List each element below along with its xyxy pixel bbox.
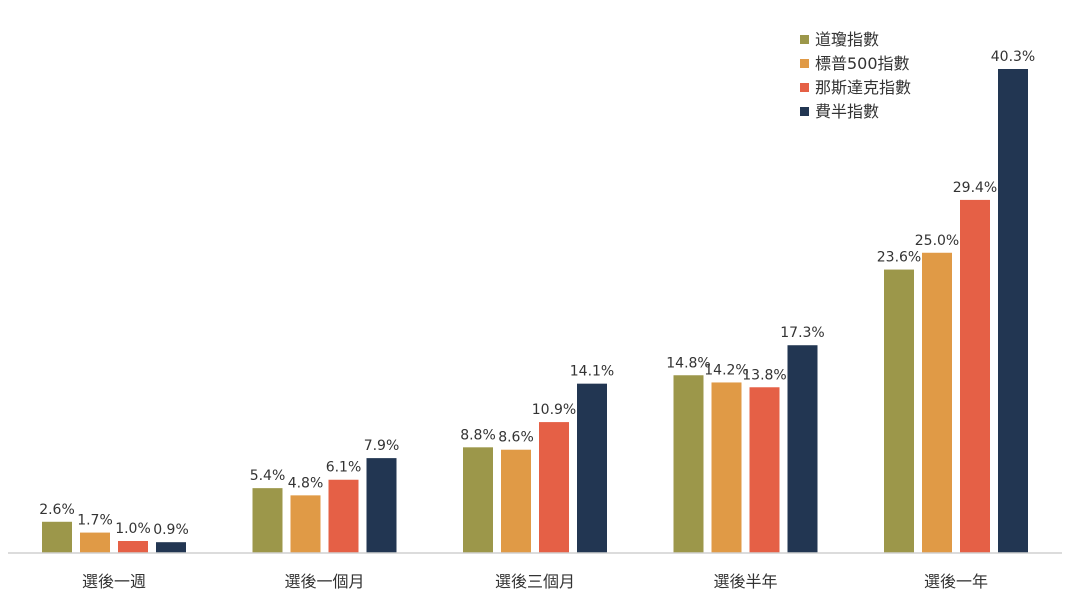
bar-2-series-3: [328, 479, 359, 553]
category-label-4: 選後半年: [713, 572, 777, 591]
data-label-3-series-2: 8.6%: [498, 430, 534, 446]
bar-2-series-1: [252, 488, 283, 553]
category-labels-group: 選後一週 選後一個月 選後三個月 選後半年 選後一年: [82, 572, 988, 591]
data-label-4-series-3: 13.8%: [742, 367, 786, 383]
data-label-3-series-3: 10.9%: [532, 402, 576, 418]
bars-group: [42, 69, 1028, 553]
bar-5-series-4: [998, 69, 1028, 553]
bar-1-series-1: [42, 521, 72, 553]
category-label-2: 選後一個月: [284, 572, 364, 591]
bar-3-series-4: [577, 383, 607, 553]
data-label-4-series-4: 17.3%: [780, 325, 824, 341]
legend-label-3: 那斯達克指數: [815, 78, 911, 97]
data-label-2-series-3: 6.1%: [326, 460, 362, 476]
bar-4-series-1: [673, 375, 704, 553]
bar-4-series-3: [749, 387, 780, 553]
data-label-2-series-4: 7.9%: [364, 438, 400, 454]
data-label-5-series-3: 29.4%: [953, 180, 997, 196]
legend-swatch-2: [800, 59, 809, 68]
bar-5-series-2: [922, 252, 952, 553]
data-label-1-series-1: 2.6%: [39, 502, 75, 518]
legend-label-4: 費半指數: [815, 102, 879, 121]
data-label-2-series-2: 4.8%: [288, 475, 324, 491]
bar-3-series-3: [539, 422, 569, 553]
data-label-5-series-2: 25.0%: [915, 233, 959, 249]
legend-swatch-4: [800, 107, 809, 116]
bar-1-series-4: [156, 542, 186, 553]
data-label-4-series-1: 14.8%: [666, 355, 710, 371]
legend-swatch-3: [800, 83, 809, 92]
data-label-2-series-1: 5.4%: [250, 468, 286, 484]
bar-3-series-2: [501, 449, 531, 553]
data-label-5-series-1: 23.6%: [877, 250, 921, 266]
category-label-3: 選後三個月: [495, 572, 575, 591]
bar-5-series-1: [884, 269, 914, 553]
data-label-1-series-3: 1.0%: [115, 521, 151, 537]
bar-3-series-1: [463, 447, 493, 553]
data-label-3-series-4: 14.1%: [570, 364, 614, 380]
bar-4-series-2: [711, 382, 742, 553]
data-label-5-series-4: 40.3%: [991, 49, 1035, 65]
category-label-5: 選後一年: [924, 572, 988, 591]
bar-5-series-3: [960, 199, 990, 553]
data-label-3-series-1: 8.8%: [460, 427, 496, 443]
legend-label-1: 道瓊指數: [815, 30, 879, 49]
value-labels-group: 2.6%1.7%1.0% 0.9% 5.4% 4.8%6.1%7.9% 8.8% 8.6%…: [39, 49, 1035, 538]
bar-2-series-2: [290, 495, 321, 553]
category-label-1: 選後一週: [82, 572, 146, 591]
bar-2-series-4: [366, 458, 397, 553]
bar-1-series-3: [118, 540, 148, 553]
legend-swatch-1: [800, 35, 809, 44]
legend-label-2: 標普500指數: [815, 54, 910, 73]
bar-4-series-4: [787, 345, 818, 553]
data-label-1-series-4: 0.9%: [153, 522, 189, 538]
data-label-4-series-2: 14.2%: [704, 362, 748, 378]
data-label-1-series-2: 1.7%: [77, 513, 113, 529]
bar-1-series-2: [80, 532, 110, 553]
